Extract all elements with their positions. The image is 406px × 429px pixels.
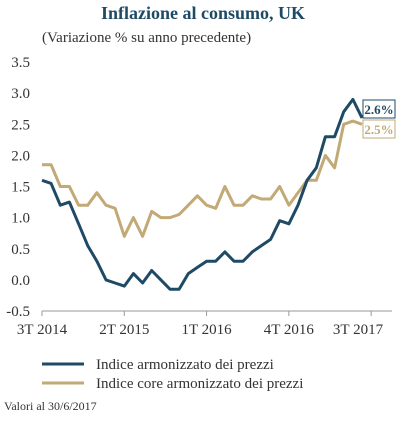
legend-label-core: Indice core armonizzato dei prezzi — [96, 376, 303, 392]
end-label-headline: 2.6% — [364, 102, 393, 117]
series-lines — [41, 97, 364, 291]
y-axis: 3.5 3.0 2.5 2.0 1.5 1.0 0.5 0.0 -0.5 — [6, 55, 30, 320]
x-axis: 3T 2014 2T 2015 1T 2016 4T 2016 3T 2017 — [17, 311, 384, 338]
x-tick-label: 1T 2016 — [181, 322, 232, 338]
end-label-box — [362, 119, 396, 139]
y-tick-label: 3.0 — [11, 86, 30, 102]
legend: Indice armonizzato dei prezzi Indice cor… — [42, 357, 303, 392]
series-line-headline — [41, 97, 364, 291]
end-label-box — [362, 99, 396, 119]
legend-label-headline: Indice armonizzato dei prezzi — [96, 357, 274, 373]
series-line-core — [42, 119, 363, 238]
x-tick-label: 3T 2017 — [333, 322, 384, 338]
y-tick-label: 2.0 — [11, 148, 30, 164]
end-label-core: 2.5% — [364, 122, 393, 137]
y-tick-label: 0.5 — [11, 242, 30, 258]
x-tick-label: 4T 2016 — [264, 322, 315, 338]
y-tick-label: -0.5 — [6, 304, 30, 320]
end-labels: 2.6% 2.5% — [362, 99, 396, 139]
chart-title: Inflazione al consumo, UK — [100, 3, 305, 23]
y-tick-label: 1.5 — [11, 180, 30, 196]
y-tick-label: 1.0 — [11, 211, 30, 227]
x-tick-label: 3T 2014 — [17, 322, 68, 338]
chart-subtitle: (Variazione % su anno precedente) — [42, 30, 252, 46]
x-tick-label: 2T 2015 — [99, 322, 149, 338]
date-note: Valori al 30/6/2017 — [4, 399, 97, 413]
y-tick-label: 3.5 — [11, 55, 30, 71]
y-tick-label: 2.5 — [11, 117, 30, 133]
y-tick-label: 0.0 — [11, 273, 30, 289]
